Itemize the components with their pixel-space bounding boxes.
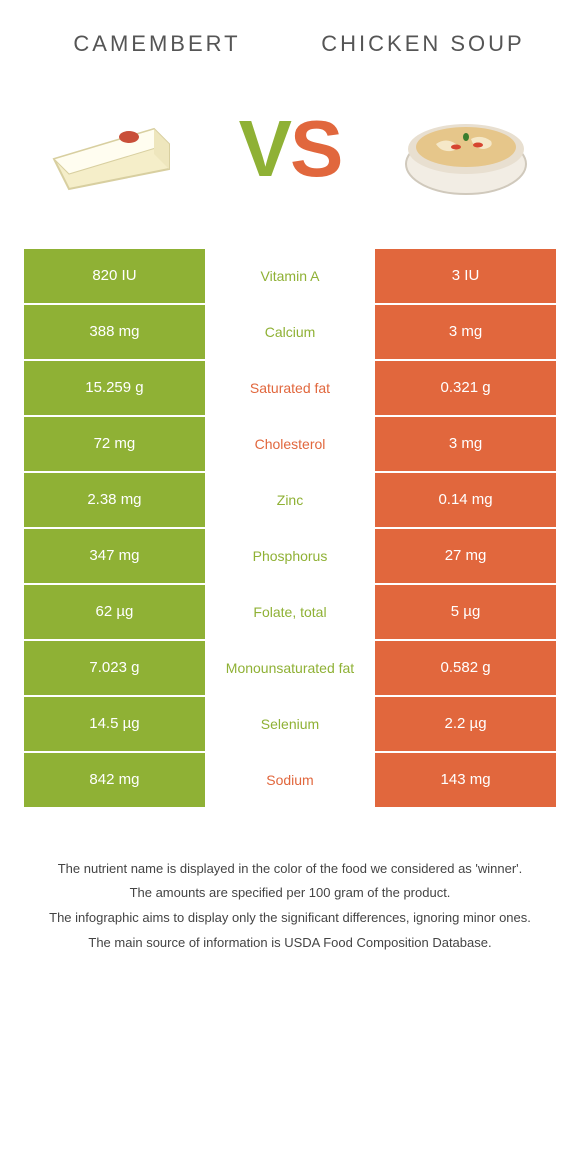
food-right-title: Chicken Soup — [290, 30, 556, 59]
left-value: 347 mg — [24, 529, 205, 583]
infographic-container: Camembert Chicken Soup VS — [0, 0, 580, 1174]
nutrient-row: 820 IUVitamin A3 IU — [24, 249, 556, 305]
right-value: 27 mg — [375, 529, 556, 583]
nutrient-name: Monounsaturated fat — [205, 641, 375, 695]
chicken-soup-image — [386, 89, 546, 209]
nutrient-name: Folate, total — [205, 585, 375, 639]
nutrient-row: 347 mgPhosphorus27 mg — [24, 529, 556, 585]
soup-icon — [386, 89, 546, 209]
nutrient-row: 842 mgSodium143 mg — [24, 753, 556, 809]
nutrient-name: Phosphorus — [205, 529, 375, 583]
nutrient-table: 820 IUVitamin A3 IU388 mgCalcium3 mg15.2… — [24, 249, 556, 809]
nutrient-name: Sodium — [205, 753, 375, 807]
vs-label: VS — [239, 103, 342, 195]
footer-line-4: The main source of information is USDA F… — [44, 933, 536, 954]
right-value: 3 mg — [375, 305, 556, 359]
nutrient-row: 388 mgCalcium3 mg — [24, 305, 556, 361]
right-value: 3 mg — [375, 417, 556, 471]
vs-letter-s: S — [290, 104, 341, 193]
nutrient-name: Selenium — [205, 697, 375, 751]
footer-line-1: The nutrient name is displayed in the co… — [44, 859, 536, 880]
left-value: 14.5 µg — [24, 697, 205, 751]
nutrient-row: 14.5 µgSelenium2.2 µg — [24, 697, 556, 753]
left-value: 7.023 g — [24, 641, 205, 695]
footer-line-2: The amounts are specified per 100 gram o… — [44, 883, 536, 904]
right-value: 143 mg — [375, 753, 556, 807]
right-value: 2.2 µg — [375, 697, 556, 751]
right-value: 0.582 g — [375, 641, 556, 695]
left-value: 62 µg — [24, 585, 205, 639]
nutrient-row: 62 µgFolate, total5 µg — [24, 585, 556, 641]
food-left-title: Camembert — [24, 31, 290, 57]
left-value: 820 IU — [24, 249, 205, 303]
nutrient-row: 7.023 gMonounsaturated fat0.582 g — [24, 641, 556, 697]
left-value: 388 mg — [24, 305, 205, 359]
nutrient-name: Cholesterol — [205, 417, 375, 471]
nutrient-name: Calcium — [205, 305, 375, 359]
nutrient-row: 15.259 gSaturated fat0.321 g — [24, 361, 556, 417]
vs-letter-v: V — [239, 104, 290, 193]
camembert-image — [34, 89, 194, 209]
nutrient-row: 2.38 mgZinc0.14 mg — [24, 473, 556, 529]
right-value: 0.14 mg — [375, 473, 556, 527]
left-value: 15.259 g — [24, 361, 205, 415]
footer-line-3: The infographic aims to display only the… — [44, 908, 536, 929]
nutrient-row: 72 mgCholesterol3 mg — [24, 417, 556, 473]
left-value: 2.38 mg — [24, 473, 205, 527]
right-value: 5 µg — [375, 585, 556, 639]
nutrient-name: Zinc — [205, 473, 375, 527]
hero-row: VS — [24, 89, 556, 209]
cheese-icon — [34, 89, 194, 209]
right-value: 0.321 g — [375, 361, 556, 415]
footer-notes: The nutrient name is displayed in the co… — [24, 859, 556, 958]
left-value: 72 mg — [24, 417, 205, 471]
nutrient-name: Vitamin A — [205, 249, 375, 303]
title-row: Camembert Chicken Soup — [24, 30, 556, 59]
left-value: 842 mg — [24, 753, 205, 807]
right-value: 3 IU — [375, 249, 556, 303]
nutrient-name: Saturated fat — [205, 361, 375, 415]
